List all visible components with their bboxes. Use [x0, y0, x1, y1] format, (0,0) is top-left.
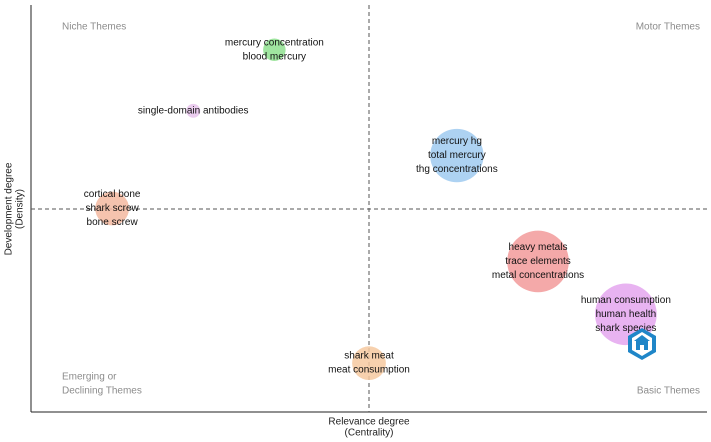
cluster-labels: mercury concentration blood mercury single…: [84, 37, 671, 375]
y-axis-title: Development degree: [4, 162, 15, 255]
cluster-label: mercury hg: [432, 136, 482, 147]
cluster-bubble: [352, 346, 386, 381]
cluster-label: human health: [596, 309, 657, 320]
y-axis-title: (Density): [15, 189, 26, 229]
watermark-logo-icon: [628, 328, 656, 360]
cluster-bubble: [95, 191, 129, 226]
x-axis-title: Relevance degree: [328, 417, 410, 428]
cluster-label: cortical bone: [84, 189, 141, 200]
cluster-label: trace elements: [505, 256, 571, 267]
cluster-label: mercury concentration: [225, 37, 324, 48]
cluster-bubble: [263, 38, 286, 62]
cluster-label: bone screw: [87, 217, 139, 228]
quadrant-label-bottom-left: Emerging or: [62, 372, 117, 383]
cluster-label: shark species: [595, 323, 656, 334]
quadrant-label-top-right: Motor Themes: [636, 22, 700, 33]
quadrant-label-top-left: Niche Themes: [62, 22, 126, 33]
cluster-bubble: [507, 230, 569, 293]
cluster-bubble: [430, 128, 484, 183]
cluster-label: total mercury: [428, 150, 486, 161]
cluster-label: blood mercury: [243, 51, 306, 62]
chart-axes: [30, 5, 707, 413]
cluster-label: heavy metals: [509, 242, 568, 253]
cluster-label: human consumption: [581, 295, 671, 306]
cluster-label: meat consumption: [328, 365, 410, 376]
quadrant-label-bottom-left: Declining Themes: [62, 386, 142, 397]
cluster-label: shark meat: [344, 351, 394, 362]
cluster-label: metal concentrations: [492, 270, 584, 281]
axis-titles: Relevance degree(Centrality) Development …: [4, 162, 411, 438]
cluster-label: single-domain antibodies: [138, 105, 249, 116]
cluster-label: thg concentrations: [416, 164, 498, 175]
quadrant-label-bottom-right: Basic Themes: [637, 386, 700, 397]
cluster-bubble: [186, 103, 201, 118]
quadrant-labels: Niche Themes Motor Themes Emerging or Decli…: [62, 22, 700, 397]
x-axis-title: (Centrality): [345, 428, 394, 439]
cluster-label: shark screw: [85, 203, 139, 214]
